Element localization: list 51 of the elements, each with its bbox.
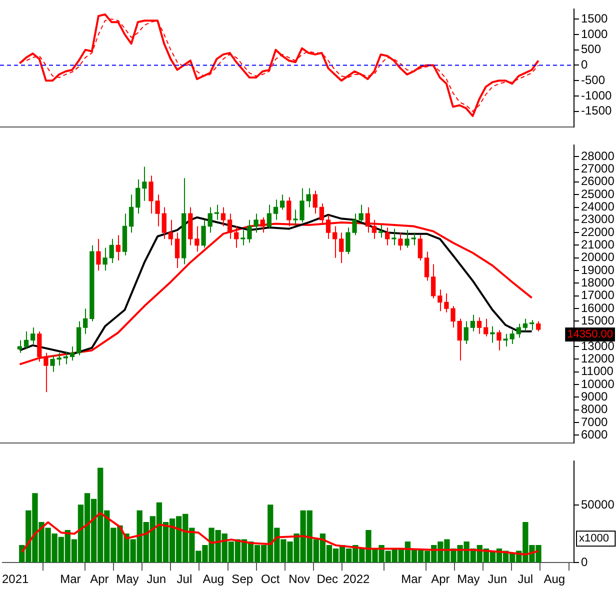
x-tick-label: Nov bbox=[288, 572, 310, 586]
y-tick-label: 12000 bbox=[581, 352, 615, 366]
y-tick-label: 15000 bbox=[581, 314, 615, 328]
y-tick-label: 11000 bbox=[581, 364, 614, 378]
x-tick-label: Jun bbox=[488, 572, 508, 586]
x-tick-label: Mar bbox=[60, 572, 81, 586]
x-tick-label: Dec bbox=[316, 572, 338, 586]
text: x1000 bbox=[579, 532, 609, 545]
y-tick-label: 0 bbox=[581, 58, 588, 72]
y-tick-label: 26000 bbox=[581, 174, 615, 188]
x-tick-label: Apr bbox=[90, 572, 109, 586]
x-tick-label: Jun bbox=[146, 572, 166, 586]
x-tick-label: May bbox=[457, 572, 480, 586]
y-tick-label: -1000 bbox=[581, 88, 612, 102]
x-tick-label: Oct bbox=[261, 572, 280, 586]
y-tick-label: 500 bbox=[581, 42, 602, 56]
y-tick-label: 27000 bbox=[581, 162, 615, 176]
x-tick-label: 2021 bbox=[2, 572, 30, 586]
y-tick-label: 20000 bbox=[581, 250, 615, 264]
x-tick-label: Aug bbox=[544, 572, 566, 586]
y-tick-label: 21000 bbox=[581, 238, 615, 252]
y-tick-label: -500 bbox=[581, 72, 606, 87]
y-tick-label: 9000 bbox=[581, 390, 608, 404]
y-tick-label: 17000 bbox=[581, 288, 615, 302]
x-tick-label: Mar bbox=[401, 572, 422, 586]
y-tick-label: 19000 bbox=[581, 262, 615, 277]
y-tick-label: 1500 bbox=[581, 11, 608, 26]
y-tick-label: 6000 bbox=[581, 428, 608, 442]
y-tick-label: 16000 bbox=[581, 300, 615, 315]
y-tick-label: 1000 bbox=[581, 26, 608, 41]
x-tick-label: May bbox=[116, 572, 139, 586]
annotation: 14350.00 bbox=[567, 328, 614, 340]
y-tick-label: 13000 bbox=[581, 338, 615, 353]
y-tick-label: 50000 bbox=[581, 497, 615, 512]
x-tick-label: Aug bbox=[202, 572, 224, 586]
y-tick-label: 7000 bbox=[581, 414, 608, 429]
y-tick-label: 23000 bbox=[581, 212, 615, 226]
y-tick-label: 25000 bbox=[581, 186, 615, 201]
x-tick-label: 2022 bbox=[342, 572, 370, 586]
y-tick-label: 0 bbox=[581, 554, 588, 569]
y-tick-label: 28000 bbox=[581, 148, 615, 163]
x-tick-label: Jul bbox=[176, 572, 192, 586]
y-tick-label: 22000 bbox=[581, 224, 615, 239]
x-tick-label: Apr bbox=[431, 572, 450, 586]
x-tick-label: Sep bbox=[232, 572, 254, 586]
x-tick-label: Jul bbox=[518, 572, 534, 586]
y-tick-label: 10000 bbox=[581, 376, 615, 391]
y-tick-label: 18000 bbox=[581, 276, 615, 290]
y-tick-label: 8000 bbox=[581, 402, 608, 416]
y-tick-label: -1500 bbox=[581, 104, 612, 118]
y-tick-label: 24000 bbox=[581, 200, 615, 214]
